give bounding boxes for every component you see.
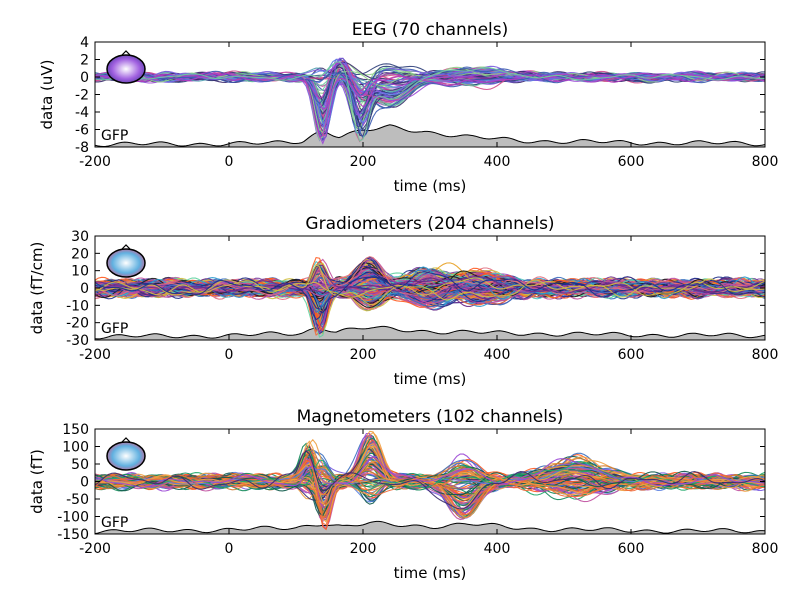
channel-trace [95,57,765,134]
x-tick-label: 400 [484,347,511,363]
channel-trace [95,277,765,300]
sensor-head-icon [106,437,146,471]
x-tick-label: 200 [350,154,377,170]
x-axis-label: time (ms) [394,177,467,195]
channel-trace [95,449,765,510]
channel-trace [95,58,765,134]
sensor-head-icon [106,50,146,84]
y-tick-label: -8 [75,140,89,156]
x-tick-label: 200 [350,347,377,363]
channel-trace [95,57,765,128]
y-tick-label: -50 [66,492,89,508]
chart-title: Magnetometers (102 channels) [297,407,564,427]
channel-trace [95,437,765,510]
y-tick-label: -150 [57,527,89,543]
x-tick-label: 600 [618,154,645,170]
channel-trace [95,58,765,117]
x-tick-label: 800 [752,154,779,170]
x-axis-label: time (ms) [394,564,467,582]
y-tick-label: 20 [71,246,89,262]
channel-trace [95,264,765,306]
gfp-line-1 [95,325,765,340]
x-axis-label: time (ms) [394,370,467,388]
y-tick-label: -2 [75,88,89,104]
y-tick-label: 0 [80,475,89,491]
channel-trace [95,457,765,523]
y-tick-label: -6 [75,123,89,139]
x-tick-label: -200 [79,347,111,363]
channel-trace [95,63,765,106]
channel-trace [95,72,765,138]
x-tick-label: -200 [79,154,111,170]
channel-trace [95,434,765,505]
channel-trace [95,444,765,500]
x-tick-label: 800 [752,347,779,363]
gfp-area-2 [95,521,765,534]
y-tick-label: 150 [62,422,89,438]
panel-1: GFP-200 0 200 400 600 8003020100-10-20-30Grad… [28,214,778,388]
y-tick-label: -20 [66,316,89,332]
plot-area-2 [95,430,765,534]
channel-trace [95,456,765,488]
y-tick-label: 100 [62,440,89,456]
plot-area-0 [95,57,765,147]
gfp-area-0 [95,124,765,147]
x-tick-label: 800 [752,541,779,557]
plot-area-1 [95,256,765,340]
gfp-line-2 [95,520,765,534]
panel-2: GFP-200 0 200 400 600 800150100500-50-100-150… [28,407,778,582]
y-tick-label: 10 [71,264,89,280]
y-tick-label: -10 [66,298,89,314]
channel-trace [95,62,765,108]
x-tick-label: 0 [225,154,234,170]
y-tick-label: 2 [80,53,89,69]
channel-trace [95,271,765,321]
gfp-area-1 [95,326,765,340]
y-tick-label: 0 [80,70,89,86]
chart-title: EEG (70 channels) [352,20,509,40]
y-tick-label: 30 [71,229,89,245]
x-tick-label: -200 [79,541,111,557]
x-tick-label: 200 [350,541,377,557]
y-axis-label: data (fT/cm) [28,242,46,335]
x-tick-label: 600 [618,541,645,557]
y-tick-label: 4 [80,35,89,51]
sensor-head-icon [106,244,146,278]
gfp-line-0 [95,124,765,147]
chart-title: Gradiometers (204 channels) [305,214,554,234]
gfp-label: GFP [101,128,128,144]
channel-trace [95,61,765,142]
x-tick-label: 400 [484,154,511,170]
channel-trace [95,265,765,303]
y-tick-label: -4 [75,105,89,121]
y-axis-label: data (uV) [38,59,56,129]
x-tick-label: 0 [225,347,234,363]
y-tick-label: 0 [80,281,89,297]
x-tick-label: 0 [225,541,234,557]
y-tick-label: -100 [57,510,89,526]
x-tick-label: 600 [618,347,645,363]
gfp-label: GFP [101,321,128,337]
y-tick-label: 50 [71,457,89,473]
y-tick-label: -30 [66,333,89,349]
x-tick-label: 400 [484,541,511,557]
gfp-label: GFP [101,515,128,531]
y-axis-label: data (fT) [28,449,46,514]
channel-trace [95,439,765,505]
